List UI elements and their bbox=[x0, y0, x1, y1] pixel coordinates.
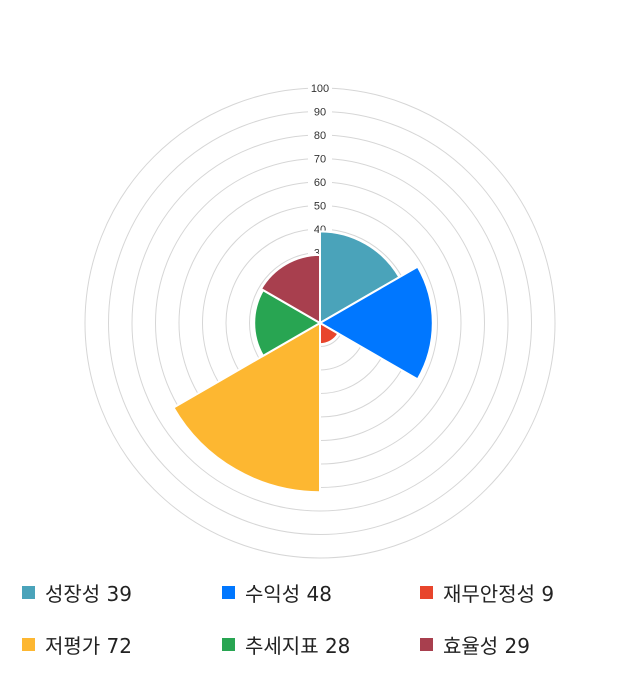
legend-label: 추세지표 28 bbox=[245, 634, 351, 658]
legend-item[interactable]: 수익성 48 bbox=[222, 578, 332, 607]
tick-label: 60 bbox=[314, 177, 326, 189]
legend-label: 저평가 72 bbox=[45, 634, 133, 658]
segment-2 bbox=[317, 265, 434, 381]
legend-swatch bbox=[420, 586, 433, 599]
tick-label-bg bbox=[308, 82, 332, 94]
tick-label: 90 bbox=[314, 107, 326, 119]
tick-label: 100 bbox=[311, 83, 329, 95]
tick-label: 70 bbox=[314, 154, 326, 166]
tick-label-bg bbox=[308, 176, 332, 188]
tick-label: 80 bbox=[314, 130, 326, 142]
legend-label: 수익성 48 bbox=[245, 582, 333, 606]
legend-swatch bbox=[22, 586, 35, 599]
legend-label: 효율성 29 bbox=[443, 634, 531, 658]
segment-4 bbox=[172, 321, 321, 494]
tick-label-bg bbox=[308, 199, 332, 212]
tick-label-bg bbox=[308, 129, 332, 141]
legend-item[interactable]: 저평가 72 bbox=[22, 630, 132, 659]
segment-5 bbox=[253, 288, 322, 358]
legend-swatch bbox=[222, 586, 235, 599]
tick-label-bg bbox=[308, 105, 332, 118]
segment-6 bbox=[259, 253, 321, 325]
segment-1 bbox=[319, 230, 401, 325]
legend-item[interactable]: 성장성 39 bbox=[22, 578, 132, 607]
tick-label-bg bbox=[308, 152, 332, 165]
legend-item[interactable]: 효율성 29 bbox=[420, 630, 530, 659]
legend-item[interactable]: 추세지표 28 bbox=[222, 630, 350, 659]
tick-label: 50 bbox=[314, 201, 326, 213]
legend-label: 성장성 39 bbox=[45, 582, 133, 606]
polar-area-chart: 102030405060708090100 bbox=[84, 82, 556, 559]
legend-label: 재무안정성 9 bbox=[443, 582, 555, 606]
legend-swatch bbox=[420, 638, 433, 651]
legend-swatch bbox=[222, 638, 235, 651]
legend-item[interactable]: 재무안정성 9 bbox=[420, 578, 554, 607]
legend-swatch bbox=[22, 638, 35, 651]
